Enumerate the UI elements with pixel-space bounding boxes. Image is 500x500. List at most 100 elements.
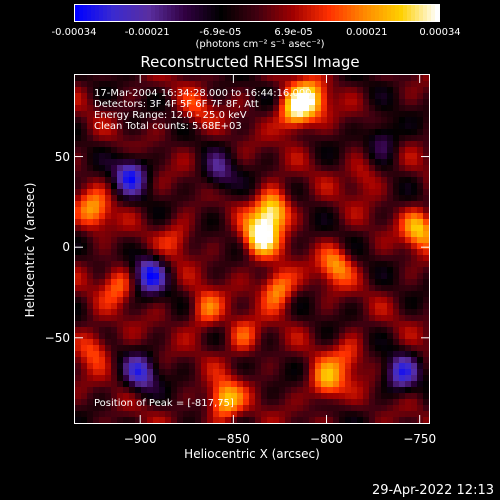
heatmap-cell (375, 267, 381, 273)
heatmap-cell (393, 363, 399, 369)
heatmap-cell (339, 195, 345, 201)
heatmap-cell (141, 357, 147, 363)
heatmap-cell (291, 303, 297, 309)
heatmap-cell (123, 327, 129, 333)
heatmap-cell (105, 255, 111, 261)
heatmap-cell (117, 129, 123, 135)
heatmap-cell (279, 165, 285, 171)
heatmap-cell (273, 141, 279, 147)
heatmap-cell (177, 399, 183, 405)
heatmap-cell (393, 303, 399, 309)
heatmap-cell (105, 303, 111, 309)
heatmap-cell (171, 159, 177, 165)
heatmap-cell (411, 327, 417, 333)
heatmap-cell (213, 171, 219, 177)
heatmap-cell (219, 225, 225, 231)
heatmap-cell (147, 147, 153, 153)
colorbar-segment (159, 5, 164, 21)
heatmap-cell (339, 333, 345, 339)
heatmap-cell (267, 369, 273, 375)
heatmap-cell (279, 171, 285, 177)
heatmap-cell (201, 393, 207, 399)
heatmap-cell (267, 195, 273, 201)
heatmap-cell (261, 189, 267, 195)
heatmap-cell (183, 87, 189, 93)
heatmap-cell (231, 297, 237, 303)
heatmap-cell (81, 99, 87, 105)
heatmap-cell (309, 237, 315, 243)
heatmap-cell (231, 195, 237, 201)
heatmap-cell (99, 111, 105, 117)
heatmap-cell (117, 285, 123, 291)
heatmap-cell (255, 369, 261, 375)
heatmap-cell (165, 135, 171, 141)
heatmap-cell (387, 309, 393, 315)
heatmap-cell (417, 141, 423, 147)
heatmap-cell (219, 321, 225, 327)
heatmap-cell (303, 87, 309, 93)
heatmap-cell (345, 189, 351, 195)
heatmap-cell (249, 117, 255, 123)
heatmap-cell (327, 399, 333, 405)
heatmap-cell (339, 309, 345, 315)
heatmap-cell (153, 219, 159, 225)
heatmap-cell (417, 399, 423, 405)
heatmap-cell (177, 339, 183, 345)
heatmap-cell (399, 243, 405, 249)
heatmap-cell (423, 111, 429, 117)
heatmap-cell (423, 207, 429, 213)
heatmap-cell (291, 339, 297, 345)
heatmap-cell (375, 339, 381, 345)
heatmap-cell (237, 207, 243, 213)
heatmap-cell (369, 273, 375, 279)
heatmap-cell (195, 135, 201, 141)
heatmap-cell (147, 279, 153, 285)
heatmap-cell (321, 231, 327, 237)
heatmap-cell (405, 345, 411, 351)
heatmap-cell (243, 81, 249, 87)
heatmap-cell (261, 99, 267, 105)
heatmap-cell (75, 393, 81, 399)
heatmap-cell (195, 387, 201, 393)
heatmap-cell (267, 411, 273, 417)
heatmap-cell (393, 249, 399, 255)
heatmap-cell (75, 189, 81, 195)
heatmap-cell (177, 189, 183, 195)
heatmap-cell (339, 411, 345, 417)
heatmap-cell (321, 141, 327, 147)
heatmap-cell (273, 87, 279, 93)
heatmap-cell (345, 375, 351, 381)
heatmap-cell (75, 405, 81, 411)
heatmap-cell (327, 297, 333, 303)
heatmap-cell (147, 375, 153, 381)
heatmap-cell (153, 369, 159, 375)
heatmap-cell (183, 129, 189, 135)
heatmap-cell (273, 393, 279, 399)
heatmap-cell (177, 327, 183, 333)
heatmap-cell (351, 393, 357, 399)
heatmap-cell (303, 291, 309, 297)
heatmap-cell (177, 345, 183, 351)
heatmap-cell (375, 273, 381, 279)
heatmap-cell (375, 135, 381, 141)
heatmap-cell (351, 243, 357, 249)
heatmap-cell (423, 105, 429, 111)
heatmap-cell (255, 393, 261, 399)
heatmap-cell (255, 87, 261, 93)
heatmap-cell (423, 81, 429, 87)
heatmap-cell (345, 135, 351, 141)
heatmap-cell (375, 315, 381, 321)
heatmap-cell (129, 237, 135, 243)
heatmap-cell (75, 327, 81, 333)
heatmap-cell (75, 99, 81, 105)
heatmap-cell (171, 189, 177, 195)
heatmap-cell (93, 207, 99, 213)
heatmap-cell (93, 177, 99, 183)
heatmap-cell (345, 387, 351, 393)
chart-title: Reconstructed RHESSI Image (140, 53, 360, 71)
heatmap-cell (171, 279, 177, 285)
heatmap-cell (357, 141, 363, 147)
colorbar-segment (167, 5, 172, 21)
heatmap-cell (207, 285, 213, 291)
heatmap-cell (153, 327, 159, 333)
